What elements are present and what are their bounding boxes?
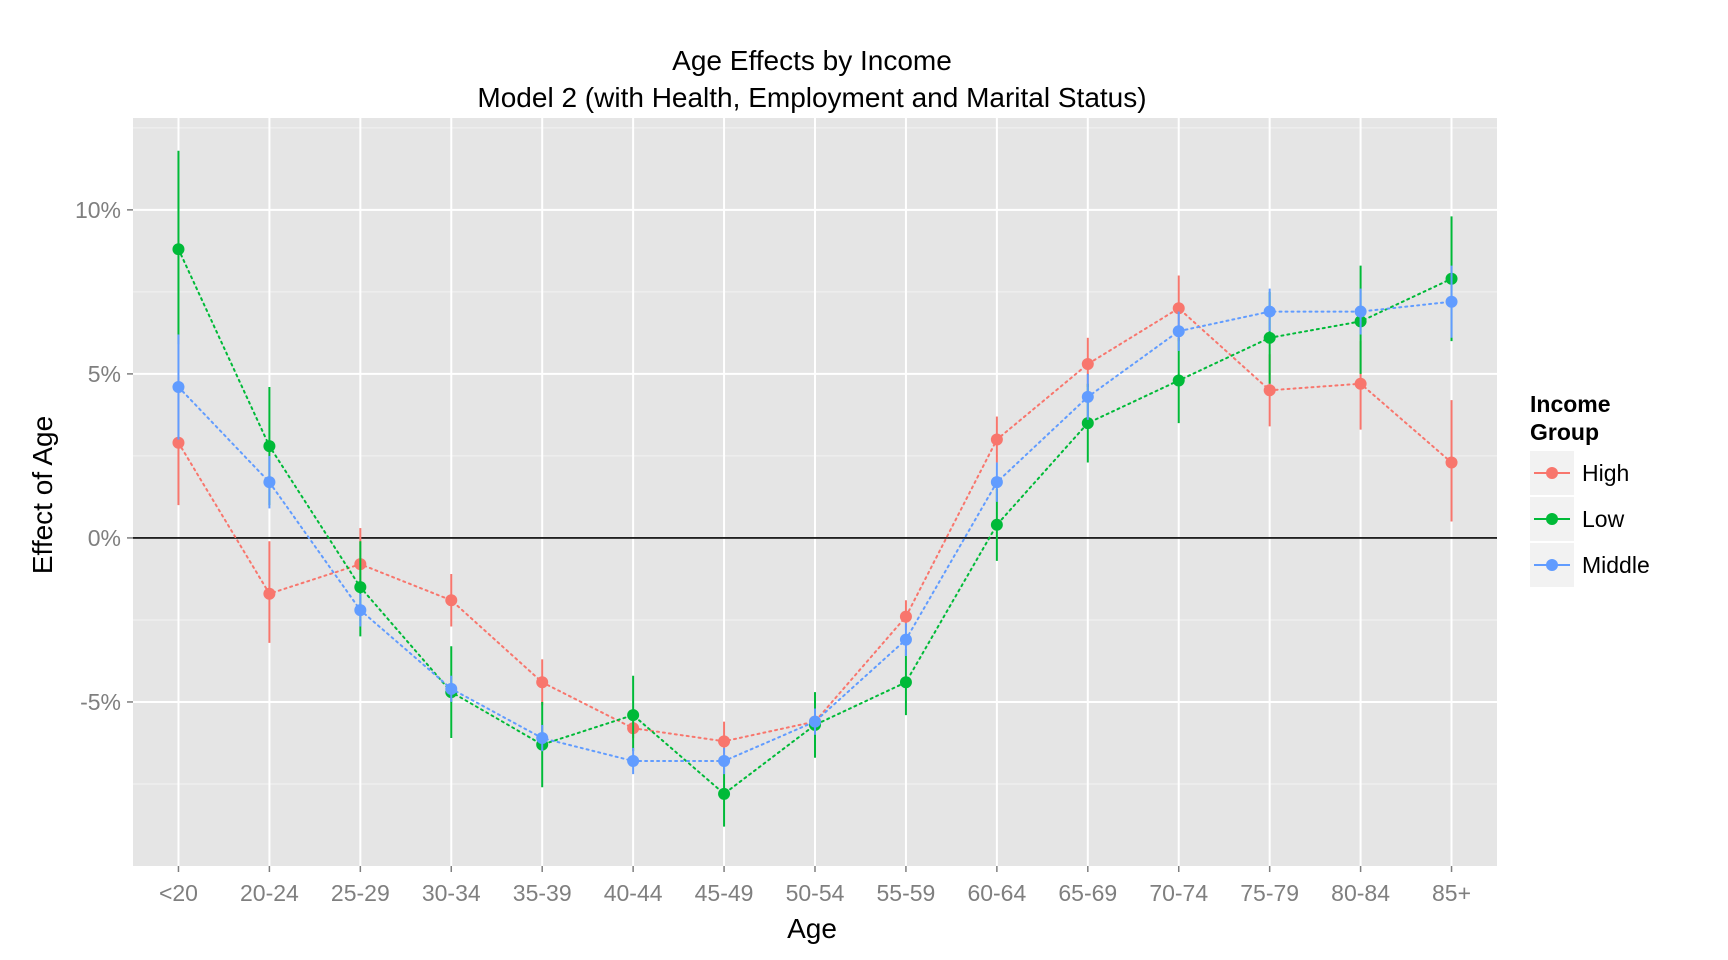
x-tick-label: 75-79	[1240, 880, 1299, 906]
data-point-middle	[1263, 305, 1276, 318]
x-tick-label: 20-24	[240, 880, 299, 906]
x-tick-label: <20	[159, 880, 198, 906]
series-high	[172, 275, 1458, 762]
data-point-middle	[899, 633, 912, 646]
data-point-high	[536, 676, 549, 689]
x-tick-label: 80-84	[1331, 880, 1390, 906]
data-point-high	[1354, 377, 1367, 390]
legend: Income Group High Low Middle	[1530, 391, 1650, 587]
data-point-low	[1172, 374, 1185, 387]
x-tick-label: 45-49	[695, 880, 754, 906]
y-axis-ticks: -5% 0% 5% 10%	[75, 197, 133, 715]
data-point-low	[1263, 331, 1276, 344]
legend-label-middle: Middle	[1582, 552, 1650, 578]
legend-title-line1: Income	[1530, 391, 1611, 417]
data-point-high	[718, 735, 731, 748]
data-point-low	[354, 581, 367, 594]
data-point-high	[1172, 302, 1185, 315]
legend-label-low: Low	[1582, 506, 1625, 532]
data-point-high	[263, 587, 276, 600]
data-point-middle	[1354, 305, 1367, 318]
data-point-middle	[263, 476, 276, 489]
data-point-low	[1081, 417, 1094, 430]
y-tick-label: 5%	[88, 361, 121, 387]
series-layer	[172, 150, 1458, 827]
series-low	[172, 150, 1458, 827]
data-point-middle	[172, 381, 185, 394]
y-tick-label: 0%	[88, 525, 121, 551]
legend-key-point	[1546, 467, 1558, 479]
series-line-low	[177, 248, 1453, 796]
legend-label-high: High	[1582, 460, 1629, 486]
data-point-high	[1445, 456, 1458, 469]
data-point-middle	[1081, 390, 1094, 403]
y-tick-label: 10%	[75, 197, 121, 223]
data-point-middle	[718, 755, 731, 768]
data-point-low	[263, 440, 276, 453]
series-line-middle	[177, 300, 1453, 762]
data-point-middle	[809, 715, 821, 728]
legend-item-low: Low	[1530, 497, 1625, 541]
data-point-middle	[1445, 295, 1458, 308]
data-point-high	[172, 436, 185, 449]
data-point-high	[445, 594, 458, 607]
x-axis-ticks: <20 20-24 25-29 30-34 35-39 40-44 45-49 50-54 55…	[159, 866, 1471, 906]
legend-item-high: High	[1530, 451, 1629, 495]
data-point-high	[990, 433, 1003, 446]
data-point-middle	[445, 682, 458, 695]
chart-subtitle: Model 2 (with Health, Employment and Mar…	[477, 82, 1146, 113]
data-point-middle	[1172, 325, 1185, 338]
data-point-middle	[627, 755, 640, 768]
series-line-high	[177, 307, 1453, 743]
y-tick-label: -5%	[80, 689, 121, 715]
x-tick-label: 85+	[1432, 880, 1471, 906]
x-tick-label: 25-29	[331, 880, 390, 906]
x-tick-label: 70-74	[1149, 880, 1208, 906]
chart-title: Age Effects by Income	[672, 45, 952, 76]
legend-items: High Low Middle	[1530, 451, 1650, 587]
legend-title-line2: Group	[1530, 419, 1599, 445]
legend-key-point	[1546, 513, 1558, 525]
data-point-low	[627, 709, 640, 722]
data-point-low	[718, 787, 731, 800]
data-point-middle	[536, 732, 549, 745]
legend-key-point	[1546, 559, 1558, 571]
data-point-low	[990, 518, 1003, 531]
x-tick-label: 65-69	[1058, 880, 1117, 906]
y-axis-title: Effect of Age	[27, 416, 58, 574]
data-point-low	[172, 243, 185, 256]
x-tick-label: 55-59	[877, 880, 936, 906]
data-point-low	[899, 676, 912, 689]
x-axis-title: Age	[787, 913, 837, 944]
data-point-middle	[354, 604, 367, 617]
series-middle	[172, 265, 1458, 775]
data-point-middle	[990, 476, 1003, 489]
x-tick-label: 50-54	[786, 880, 845, 906]
x-tick-label: 40-44	[604, 880, 663, 906]
x-tick-label: 30-34	[422, 880, 481, 906]
legend-item-middle: Middle	[1530, 543, 1650, 587]
data-point-high	[1081, 358, 1094, 371]
data-point-high	[899, 610, 912, 623]
x-tick-label: 60-64	[967, 880, 1026, 906]
data-point-high	[1263, 384, 1276, 397]
x-tick-label: 35-39	[513, 880, 572, 906]
